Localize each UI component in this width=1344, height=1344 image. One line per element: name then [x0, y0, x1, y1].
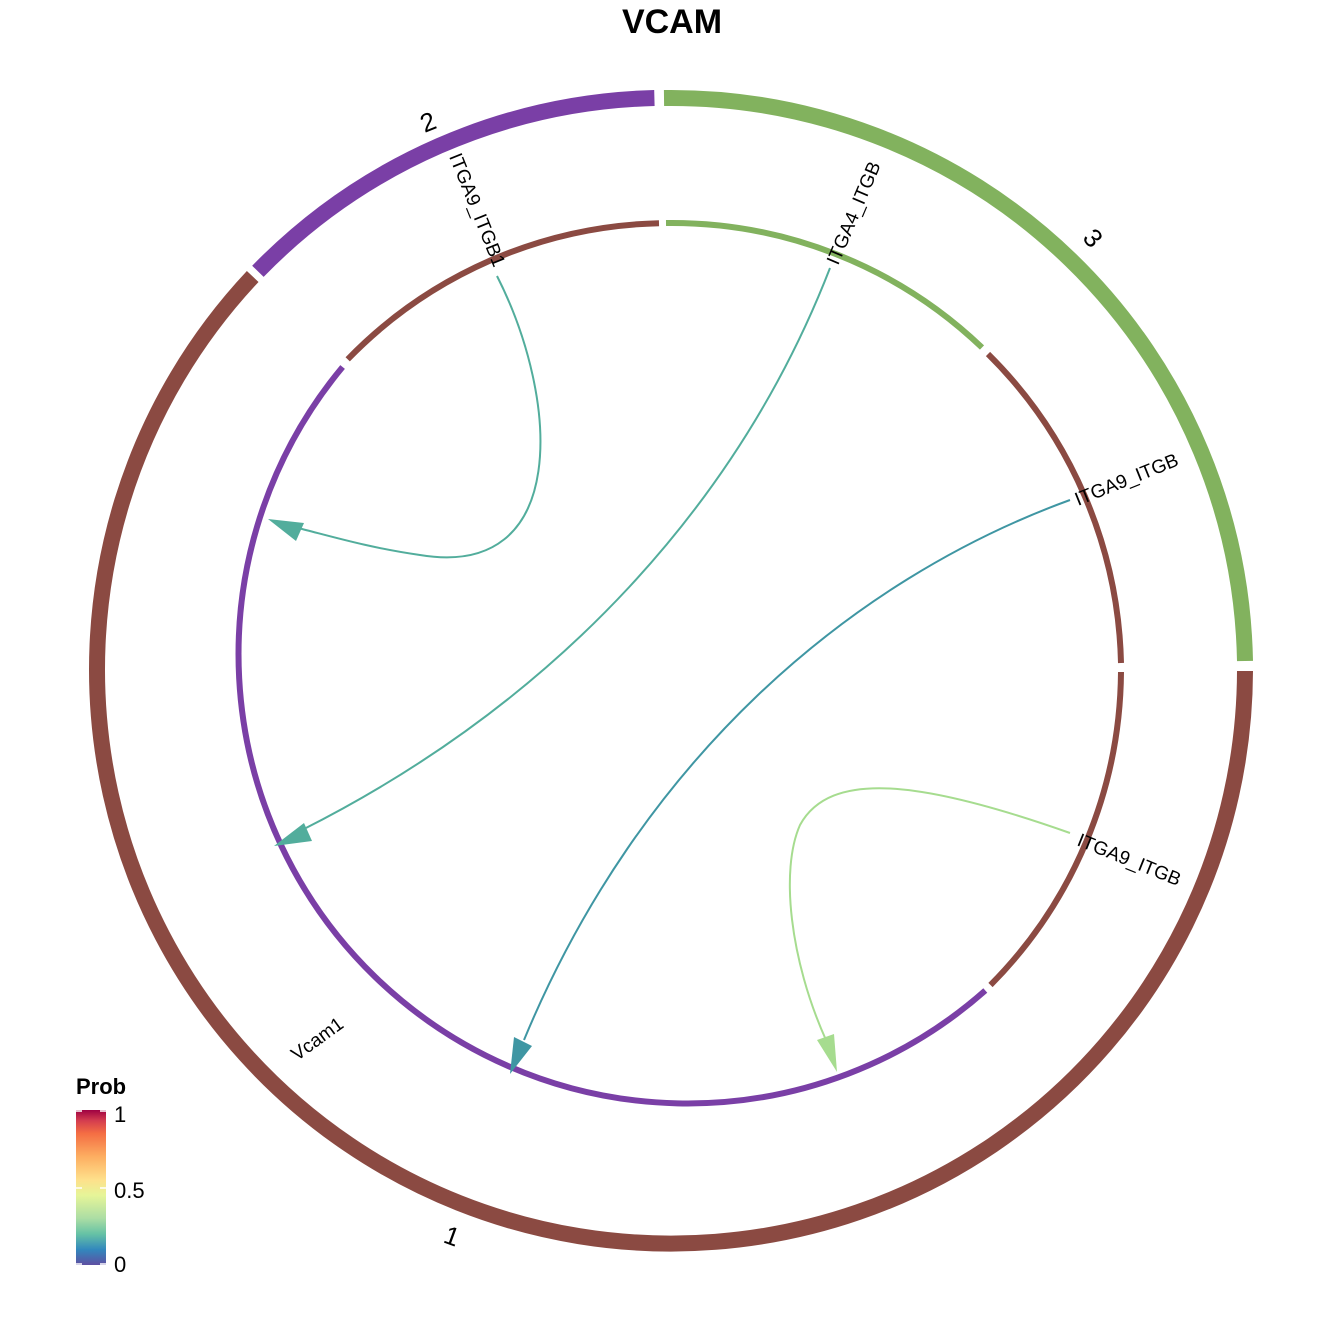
legend-tick-1: 1: [114, 1102, 126, 1127]
legend-title: Prob: [76, 1074, 126, 1099]
sector-vcam1: [235, 365, 988, 1107]
group-label-2: 2: [416, 105, 441, 138]
gene-label-vcam1: Vcam1: [288, 1014, 348, 1066]
group-3-outer-arc: [663, 89, 1253, 662]
inner-sector-ring: [235, 219, 1124, 1107]
legend-tick-0.5: 0.5: [114, 1178, 145, 1203]
gene-label-itga9-itgb1-lower-right: ITGA9_ITGB: [1074, 830, 1184, 891]
group-label-3: 3: [1077, 223, 1109, 254]
gene-label-itga9-itgb1-group2: ITGA9_ITGB1: [444, 150, 509, 269]
sector-itga9-itgb1-right-lower: [988, 671, 1124, 988]
sector-itga9-itgb1-right-upper: [985, 351, 1124, 664]
link-itga9-group2-to-vcam1: [297, 275, 542, 559]
legend-tick-0: 0: [114, 1252, 126, 1277]
group-1-outer-arc: [89, 271, 1253, 1252]
group-2-outer-arc: [252, 90, 655, 277]
link-itga9-group2-arrowhead: [268, 519, 304, 541]
sector-itga4-itgb1: [665, 219, 985, 350]
gene-label-itga4-itgb1: ITGA4_ITGB: [823, 159, 885, 268]
sector-itga9-itgb1-top: [345, 220, 660, 362]
link-itga9-upper-right-arrowhead: [510, 1037, 532, 1074]
link-itga9-lower-right-arrowhead: [817, 1034, 837, 1072]
prob-legend: Prob 1 0.5 0: [76, 1074, 145, 1277]
group-label-1: 1: [440, 1219, 464, 1252]
outer-group-ring: [89, 89, 1253, 1252]
gene-label-itga9-itgb1-upper-right: ITGA9_ITGB: [1072, 450, 1182, 511]
link-itga4-to-vcam1: [301, 267, 831, 831]
links: [268, 267, 1071, 1074]
chart-title: VCAM: [622, 3, 722, 41]
link-itga9-lower-right-to-vcam1: [788, 787, 1071, 1041]
link-itga9-upper-right-to-vcam1: [523, 499, 1071, 1041]
link-itga4-arrowhead: [274, 823, 312, 846]
